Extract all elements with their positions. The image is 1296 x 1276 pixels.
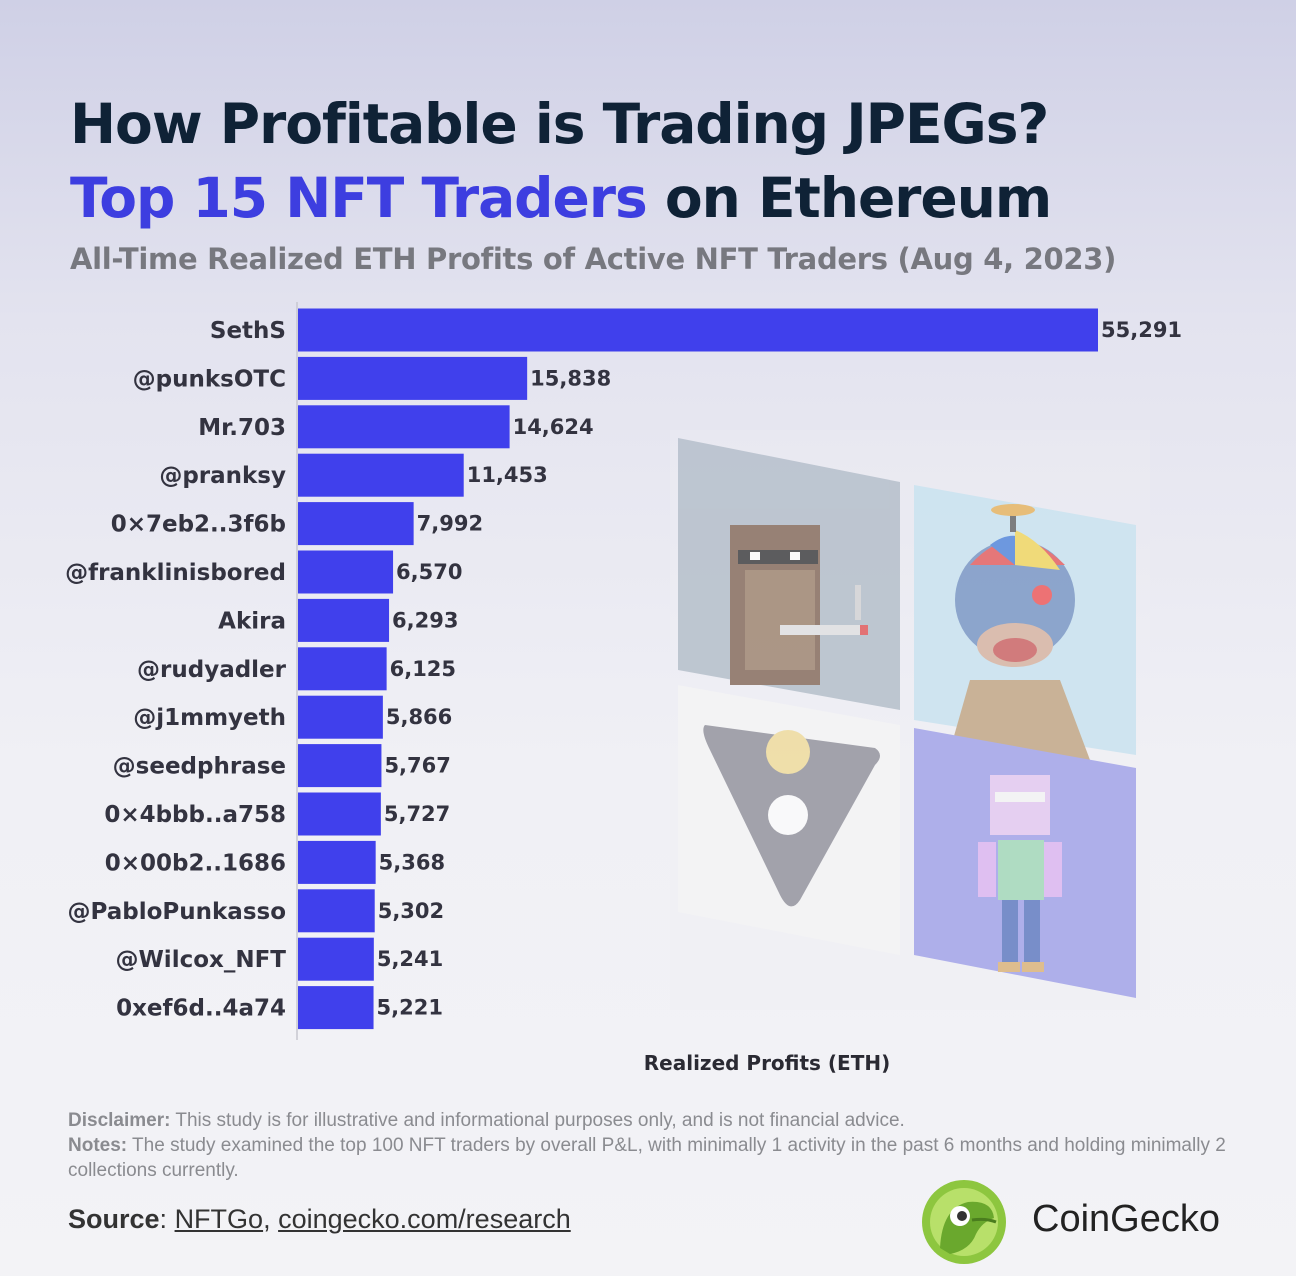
category-label: @rudyadler bbox=[137, 657, 287, 683]
value-label: 5,866 bbox=[386, 705, 452, 729]
bored-ape-image bbox=[914, 485, 1136, 760]
value-label: 14,624 bbox=[513, 415, 594, 439]
brand-name: CoinGecko bbox=[1032, 1198, 1220, 1240]
chart-title-line2: Top 15 NFT Traders on Ethereum bbox=[70, 166, 1052, 230]
title-accent: Top 15 NFT Traders bbox=[70, 166, 648, 230]
triangle-logo-image bbox=[678, 685, 900, 955]
category-label: 0xef6d..4a74 bbox=[116, 996, 286, 1022]
value-label: 15,838 bbox=[530, 366, 611, 390]
bar bbox=[298, 453, 464, 497]
bar bbox=[298, 937, 374, 981]
bar bbox=[298, 986, 374, 1030]
value-label: 5,368 bbox=[379, 850, 445, 874]
category-label: 0×00b2..1686 bbox=[105, 850, 286, 876]
category-label: @PabloPunkasso bbox=[67, 899, 286, 925]
source-link-nftgo[interactable]: NFTGo bbox=[174, 1204, 264, 1234]
source-link-coingecko-research[interactable]: coingecko.com/research bbox=[278, 1204, 571, 1234]
category-label: @seedphrase bbox=[113, 754, 286, 780]
category-label: @Wilcox_NFT bbox=[115, 947, 286, 973]
chart-title-line1: How Profitable is Trading JPEGs? bbox=[70, 92, 1049, 156]
chart-subtitle: All-Time Realized ETH Profits of Active … bbox=[70, 242, 1117, 276]
notes: Notes: The study examined the top 100 NF… bbox=[68, 1135, 1226, 1181]
bar bbox=[298, 550, 394, 594]
category-label: @punksOTC bbox=[133, 366, 286, 392]
bar bbox=[298, 405, 510, 449]
value-label: 5,221 bbox=[377, 996, 443, 1020]
bar bbox=[298, 889, 375, 933]
bar bbox=[298, 695, 383, 739]
bar bbox=[298, 792, 381, 836]
bar-chart: SethS 55,291 @punksOTC 15,838 Mr.703 14,624 @p… bbox=[65, 302, 1182, 1075]
category-label: SethS bbox=[210, 318, 286, 344]
value-label: 5,241 bbox=[377, 947, 443, 971]
value-label: 6,293 bbox=[392, 608, 458, 632]
bar bbox=[298, 744, 382, 788]
category-label: Akira bbox=[218, 608, 286, 634]
category-label: @j1mmyeth bbox=[133, 705, 286, 731]
value-label: 55,291 bbox=[1101, 318, 1182, 342]
category-label: 0×4bbb..a758 bbox=[104, 802, 286, 828]
value-label: 5,727 bbox=[384, 802, 450, 826]
bar bbox=[298, 647, 387, 691]
coingecko-brand: CoinGecko bbox=[920, 1178, 1260, 1264]
value-label: 5,767 bbox=[384, 754, 450, 778]
category-label: @pranksy bbox=[159, 463, 286, 489]
category-label: 0×7eb2..3f6b bbox=[111, 512, 286, 538]
voxel-character-image bbox=[914, 728, 1136, 998]
disclaimer: Disclaimer: This study is for illustrati… bbox=[68, 1110, 905, 1131]
source-line: Source: NFTGo, coingecko.com/research bbox=[68, 1204, 571, 1234]
category-label: Mr.703 bbox=[198, 415, 286, 441]
bar bbox=[298, 502, 414, 546]
value-label: 7,992 bbox=[417, 512, 483, 536]
bars: SethS 55,291 @punksOTC 15,838 Mr.703 14,624 @p… bbox=[65, 308, 1182, 1030]
bar bbox=[298, 356, 528, 400]
footer-notes: Disclaimer: This study is for illustrati… bbox=[68, 1108, 1258, 1183]
bar bbox=[298, 840, 376, 884]
title-rest: on Ethereum bbox=[646, 166, 1052, 230]
bar bbox=[298, 308, 1098, 352]
value-label: 6,125 bbox=[390, 657, 456, 681]
value-label: 11,453 bbox=[467, 463, 548, 487]
cryptopunk-image bbox=[678, 438, 900, 710]
bar bbox=[298, 598, 390, 642]
category-label: @franklinisbored bbox=[65, 560, 286, 586]
nft-artwork-collage bbox=[670, 430, 1150, 1010]
x-axis-title: Realized Profits (ETH) bbox=[644, 1051, 891, 1075]
gecko-logo-icon bbox=[922, 1180, 1006, 1264]
value-label: 5,302 bbox=[378, 899, 444, 923]
value-label: 6,570 bbox=[396, 560, 462, 584]
